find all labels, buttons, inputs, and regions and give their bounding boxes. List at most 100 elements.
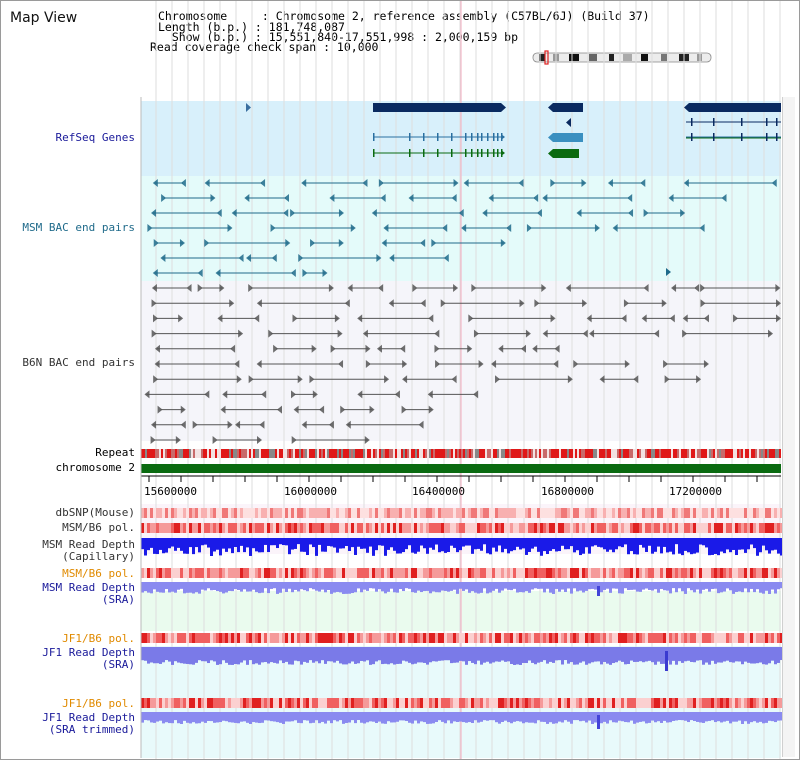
exon — [437, 133, 439, 141]
repeat-bar — [517, 449, 519, 458]
bac-end-marker — [340, 405, 346, 414]
heat-cell — [405, 523, 408, 533]
depth-bar — [414, 582, 417, 593]
depth-bar — [747, 712, 750, 724]
heat-cell — [228, 633, 231, 643]
heat-cell — [210, 523, 213, 533]
depth-bar — [315, 582, 318, 591]
heat-cell — [510, 633, 513, 643]
heat-cell — [255, 698, 258, 708]
heat-cell — [369, 633, 372, 643]
repeat-bar — [413, 449, 415, 458]
repeat-bar — [609, 449, 611, 458]
depth-bar — [453, 712, 456, 722]
depth-bar — [534, 582, 537, 589]
heat-cell — [465, 568, 468, 578]
repeat-bar — [585, 449, 587, 458]
vertical-scrollbar[interactable] — [782, 97, 795, 757]
depth-bar — [285, 582, 288, 592]
heat-cell — [147, 633, 150, 643]
bac-end-marker — [582, 299, 588, 308]
heat-cell — [537, 698, 540, 708]
repeat-bar — [647, 449, 649, 458]
depth-bar — [270, 712, 273, 722]
repeat-bar — [295, 449, 297, 458]
depth-bar — [627, 582, 630, 591]
heat-cell — [747, 508, 750, 518]
depth-bar — [312, 538, 315, 548]
depth-bar — [639, 538, 642, 545]
heat-cell — [471, 508, 474, 518]
repeat-bar — [663, 449, 665, 458]
depth-bar — [183, 712, 186, 721]
depth-bar — [384, 538, 387, 556]
depth-bar — [498, 712, 501, 724]
heat-cell — [573, 698, 576, 708]
heat-cell — [210, 508, 213, 518]
heat-cell — [417, 508, 420, 518]
repeat-bar — [179, 449, 181, 458]
heat-cell — [312, 698, 315, 708]
repeat-bar — [575, 449, 577, 458]
depth-bar — [585, 647, 588, 665]
heat-cell — [459, 633, 462, 643]
exon — [451, 133, 453, 141]
depth-bar — [612, 582, 615, 589]
heat-cell — [510, 568, 513, 578]
heat-cell — [180, 698, 183, 708]
heat-cell — [249, 698, 252, 708]
bac-end-marker — [301, 179, 307, 187]
heat-cell — [609, 633, 612, 643]
bac-end-marker — [161, 194, 167, 202]
heat-cell — [630, 508, 633, 518]
depth-bar — [492, 582, 495, 591]
bac-end-marker — [576, 209, 582, 217]
repeat-bar — [523, 449, 525, 458]
depth-bar — [156, 538, 159, 555]
heat-cell — [765, 698, 768, 708]
heat-cell — [675, 698, 678, 708]
depth-bar — [660, 647, 663, 664]
depth-bar — [756, 582, 759, 590]
heat-cell — [570, 508, 573, 518]
heat-cell — [180, 633, 183, 643]
depth-bar — [168, 647, 171, 662]
depth-bar — [330, 712, 333, 724]
ideogram-band — [641, 54, 648, 61]
depth-bar — [603, 538, 606, 550]
heat-cell — [594, 523, 597, 533]
repeat-bar — [571, 449, 573, 458]
depth-bar — [507, 712, 510, 723]
bac-end-marker — [238, 254, 244, 262]
depth-bar — [144, 647, 147, 661]
bac-end-marker — [153, 239, 159, 247]
heat-cell — [225, 698, 228, 708]
depth-bar — [558, 712, 561, 722]
depth-bar — [324, 647, 327, 664]
repeat-bar — [463, 449, 465, 458]
depth-bar — [321, 582, 324, 590]
depth-bar — [300, 538, 303, 552]
heat-cell — [753, 698, 756, 708]
repeat-bar — [501, 449, 503, 458]
depth-bar — [147, 647, 150, 664]
bac-end-marker — [434, 329, 440, 338]
bac-end-marker — [525, 329, 531, 338]
depth-bar — [552, 712, 555, 724]
depth-bar — [516, 647, 519, 665]
heat-cell — [294, 633, 297, 643]
depth-bar — [522, 712, 525, 724]
depth-bar — [348, 582, 351, 594]
depth-bar — [651, 712, 654, 721]
depth-bar — [732, 582, 735, 594]
heat-cell — [399, 508, 402, 518]
heat-cell — [696, 508, 699, 518]
depth-bar — [711, 712, 714, 721]
heat-cell — [531, 633, 534, 643]
bac-end-marker — [260, 179, 266, 187]
depth-bar — [570, 538, 573, 547]
heat-cell — [192, 523, 195, 533]
heat-cell — [759, 508, 762, 518]
heat-cell — [228, 523, 231, 533]
